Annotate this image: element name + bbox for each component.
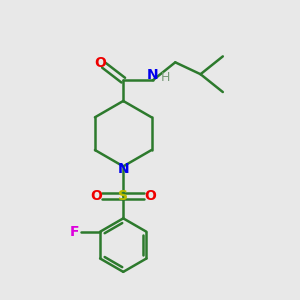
Text: O: O xyxy=(94,56,106,70)
Text: H: H xyxy=(161,71,170,84)
Text: F: F xyxy=(70,225,79,239)
Text: S: S xyxy=(118,189,128,203)
Text: O: O xyxy=(91,189,102,203)
Text: N: N xyxy=(147,68,159,82)
Text: O: O xyxy=(144,189,156,203)
Text: N: N xyxy=(117,162,129,176)
